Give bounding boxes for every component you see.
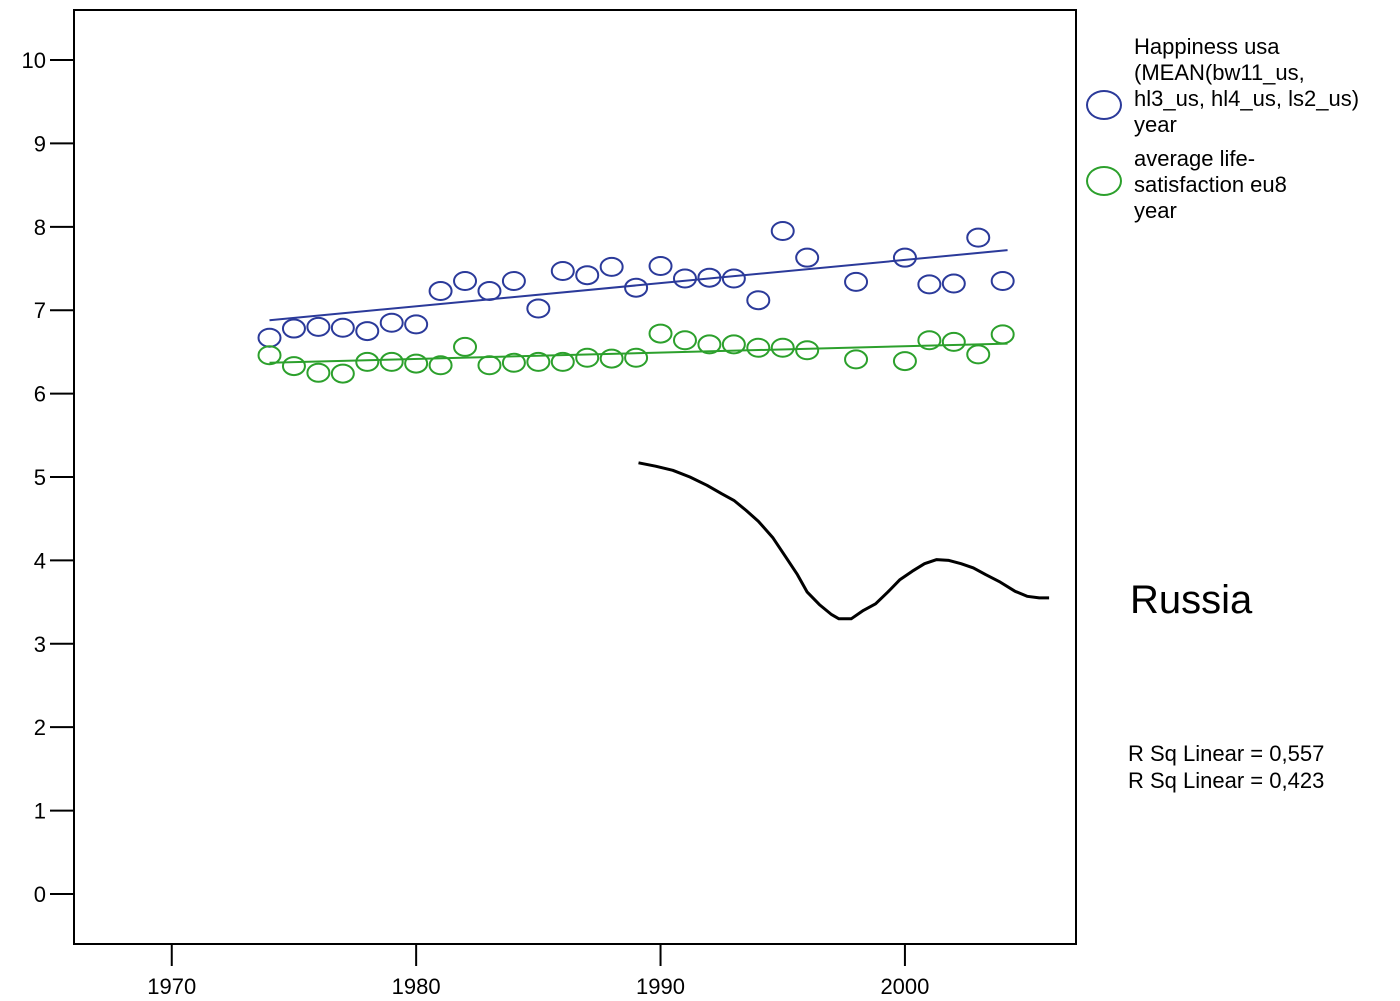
data-point-series-0 <box>746 290 771 311</box>
y-tick-label: 6 <box>34 382 46 407</box>
data-point-series-1 <box>281 356 306 377</box>
fit-line-series-1 <box>269 342 1008 364</box>
fit-lines <box>269 249 1008 364</box>
data-point-series-0 <box>844 271 869 292</box>
data-point-series-0 <box>379 312 404 333</box>
data-point-series-0 <box>404 314 429 335</box>
data-point-series-1 <box>721 334 746 355</box>
data-point-series-1 <box>575 347 600 368</box>
plot-frame <box>73 9 1077 945</box>
data-point-series-0 <box>526 298 551 319</box>
legend-sublabel: year <box>1134 198 1177 223</box>
data-point-series-0 <box>575 265 600 286</box>
data-point-series-1 <box>330 363 355 384</box>
data-point-series-0 <box>770 220 795 241</box>
data-point-series-0 <box>257 327 282 348</box>
r-squared-label: R Sq Linear = 0,423 <box>1128 768 1325 793</box>
data-point-series-1 <box>648 323 673 344</box>
data-point-series-1 <box>672 330 697 351</box>
r-squared-block: R Sq Linear = 0,557 R Sq Linear = 0,423 <box>1128 740 1324 794</box>
data-point-series-1 <box>624 347 649 368</box>
data-point-series-1 <box>453 336 478 357</box>
x-tick-label: 2000 <box>880 974 929 999</box>
x-axis: 1970 1980 1990 2000 <box>147 944 929 999</box>
legend-item-eu8: average life-satisfaction eu8 year <box>1086 146 1386 224</box>
data-point-series-1 <box>844 349 869 370</box>
data-point-series-1 <box>770 337 795 358</box>
data-point-series-1 <box>404 353 429 374</box>
data-point-series-0 <box>550 261 575 282</box>
data-point-series-1 <box>257 345 282 366</box>
data-point-series-1 <box>550 351 575 372</box>
data-point-series-0 <box>306 316 331 337</box>
data-point-series-0 <box>599 256 624 277</box>
y-tick-label: 4 <box>34 548 46 573</box>
data-point-series-0 <box>672 268 697 289</box>
data-point-series-0 <box>428 281 453 302</box>
data-point-series-0 <box>453 271 478 292</box>
legend-label: average life-satisfaction eu8 <box>1134 146 1287 197</box>
x-tick-label: 1980 <box>392 974 441 999</box>
data-point-series-0 <box>501 271 526 292</box>
y-tick-label: 0 <box>34 882 46 907</box>
russia-curve <box>638 461 1050 621</box>
data-point-series-1 <box>795 340 820 361</box>
data-point-series-0 <box>355 321 380 342</box>
data-point-series-0 <box>941 273 966 294</box>
data-point-series-1 <box>477 355 502 376</box>
data-point-series-1 <box>306 362 331 383</box>
x-tick-label: 1990 <box>636 974 685 999</box>
y-tick-label: 8 <box>34 215 46 240</box>
data-point-series-1 <box>355 351 380 372</box>
data-point-series-1 <box>892 351 917 372</box>
data-point-series-1 <box>526 351 551 372</box>
legend: Happiness usa (MEAN(bw11_us, hl3_us, hl4… <box>1086 34 1386 232</box>
y-axis: 0 1 2 3 4 5 6 7 8 9 10 <box>22 48 74 907</box>
data-point-series-1 <box>379 351 404 372</box>
y-tick-label: 10 <box>22 48 46 73</box>
data-point-series-0 <box>281 318 306 339</box>
y-tick-label: 5 <box>34 465 46 490</box>
legend-label: Happiness usa (MEAN(bw11_us, hl3_us, hl4… <box>1134 34 1360 111</box>
data-point-series-0 <box>917 274 942 295</box>
data-point-series-1 <box>599 348 624 369</box>
russia-annotation: Russia <box>1130 578 1253 622</box>
data-point-series-0 <box>795 247 820 268</box>
data-point-series-0 <box>330 317 355 338</box>
data-point-series-1 <box>990 324 1015 345</box>
data-point-series-1 <box>917 330 942 351</box>
x-tick-label: 1970 <box>147 974 196 999</box>
y-tick-label: 3 <box>34 632 46 657</box>
y-tick-label: 9 <box>34 131 46 156</box>
data-points <box>257 220 1015 384</box>
data-point-series-1 <box>966 344 991 365</box>
y-tick-label: 7 <box>34 298 46 323</box>
data-point-series-0 <box>697 267 722 288</box>
russia-line <box>638 461 1050 621</box>
data-point-series-0 <box>990 271 1015 292</box>
legend-sublabel: year <box>1134 112 1177 137</box>
data-point-series-0 <box>477 281 502 302</box>
circle-marker-icon <box>1086 90 1122 120</box>
data-point-series-1 <box>697 334 722 355</box>
data-point-series-1 <box>746 337 771 358</box>
data-point-series-0 <box>624 277 649 298</box>
data-point-series-1 <box>501 352 526 373</box>
fit-line-series-0 <box>269 249 1008 322</box>
data-point-series-0 <box>648 256 673 277</box>
circle-marker-icon <box>1086 166 1122 196</box>
r-squared-label: R Sq Linear = 0,557 <box>1128 741 1325 766</box>
data-point-series-1 <box>428 355 453 376</box>
data-point-series-0 <box>892 247 917 268</box>
y-tick-label: 1 <box>34 799 46 824</box>
data-point-series-1 <box>941 331 966 352</box>
data-point-series-0 <box>966 227 991 248</box>
data-point-series-0 <box>721 268 746 289</box>
legend-item-happiness-usa: Happiness usa (MEAN(bw11_us, hl3_us, hl4… <box>1086 34 1386 138</box>
y-tick-label: 2 <box>34 715 46 740</box>
